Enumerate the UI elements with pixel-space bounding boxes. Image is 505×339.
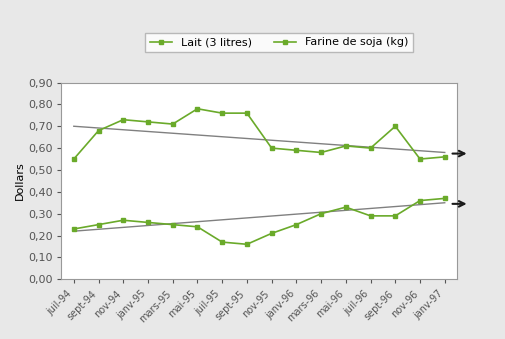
Y-axis label: Dollars: Dollars <box>15 161 25 200</box>
Farine de soja (kg) <box>95 223 102 227</box>
Lait (3 litres) <box>243 111 249 115</box>
Lait (3 litres) <box>120 118 126 122</box>
Lait (3 litres) <box>342 144 348 148</box>
Farine de soja (kg) <box>268 231 274 235</box>
Farine de soja (kg) <box>144 220 150 224</box>
Lait (3 litres) <box>268 146 274 150</box>
Farine de soja (kg) <box>169 223 175 227</box>
Farine de soja (kg) <box>243 242 249 246</box>
Lait (3 litres) <box>169 122 175 126</box>
Lait (3 litres) <box>318 151 324 155</box>
Farine de soja (kg) <box>367 214 373 218</box>
Lait (3 litres) <box>194 107 200 111</box>
Farine de soja (kg) <box>194 225 200 229</box>
Legend: Lait (3 litres), Farine de soja (kg): Lait (3 litres), Farine de soja (kg) <box>145 33 412 52</box>
Lait (3 litres) <box>71 157 77 161</box>
Farine de soja (kg) <box>71 227 77 231</box>
Farine de soja (kg) <box>391 214 397 218</box>
Lait (3 litres) <box>144 120 150 124</box>
Lait (3 litres) <box>219 111 225 115</box>
Lait (3 litres) <box>293 148 299 152</box>
Farine de soja (kg) <box>342 205 348 209</box>
Farine de soja (kg) <box>441 196 447 200</box>
Lait (3 litres) <box>95 128 102 133</box>
Lait (3 litres) <box>416 157 422 161</box>
Farine de soja (kg) <box>120 218 126 222</box>
Line: Farine de soja (kg): Farine de soja (kg) <box>71 196 446 247</box>
Lait (3 litres) <box>441 155 447 159</box>
Line: Lait (3 litres): Lait (3 litres) <box>71 106 446 161</box>
Lait (3 litres) <box>367 146 373 150</box>
Farine de soja (kg) <box>219 240 225 244</box>
Farine de soja (kg) <box>416 199 422 203</box>
Lait (3 litres) <box>391 124 397 128</box>
Farine de soja (kg) <box>293 223 299 227</box>
Farine de soja (kg) <box>318 212 324 216</box>
